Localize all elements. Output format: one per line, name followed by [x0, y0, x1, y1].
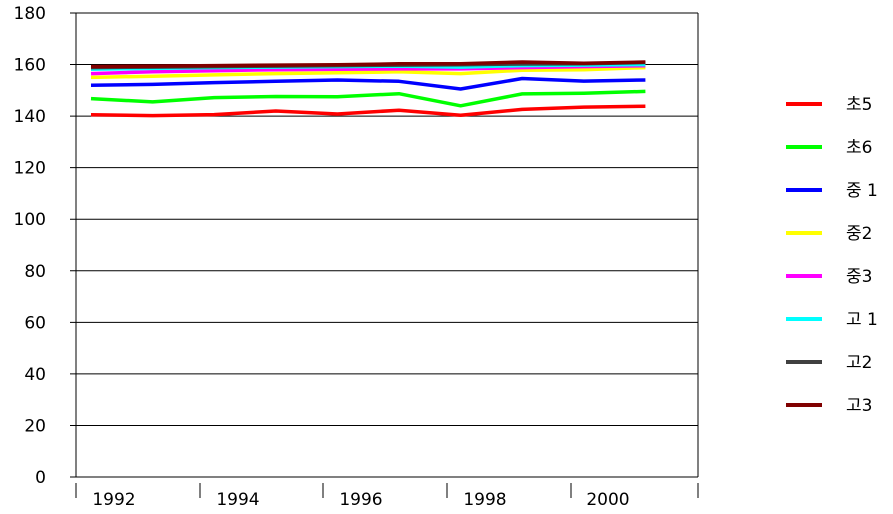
- legend-label: 중2: [846, 224, 872, 244]
- y-tick-label: 40: [24, 365, 46, 385]
- legend-label: 고3: [846, 396, 872, 416]
- y-tick-label: 80: [24, 262, 46, 282]
- x-tick-label: 1992: [92, 490, 135, 510]
- legend-label: 중 1: [846, 181, 878, 201]
- series-line: [90, 64, 646, 76]
- y-tick-label: 60: [24, 313, 46, 333]
- y-tick-label: 0: [35, 468, 46, 488]
- x-tick-label: 1998: [463, 490, 506, 510]
- legend-label: 고 1: [846, 310, 878, 330]
- y-tick-label: 180: [14, 4, 46, 24]
- series-layer: [90, 60, 646, 118]
- axis-layer: 0 20 40 60 80 100 120 140 160 180 1992 1994 1996 1998…: [14, 4, 699, 510]
- series-line: [90, 89, 646, 108]
- series-line: [90, 104, 646, 118]
- y-tick-label: 100: [14, 210, 46, 230]
- x-tick-label: 1996: [339, 490, 382, 510]
- legend-label: 중3: [846, 267, 872, 287]
- y-tick-label: 120: [14, 159, 46, 179]
- series-line: [90, 60, 646, 69]
- x-tick-label: 2000: [586, 490, 629, 510]
- legend-label: 초5: [846, 95, 872, 115]
- legend-label: 고2: [846, 353, 872, 373]
- series-line: [90, 65, 646, 80]
- y-tick-label: 140: [14, 107, 46, 127]
- x-tick-label: 1994: [216, 490, 259, 510]
- y-tick-label: 20: [24, 416, 46, 436]
- y-tick-label: 160: [14, 56, 46, 76]
- series-line: [90, 76, 646, 91]
- legend-label: 초6: [846, 138, 872, 158]
- legend: 초5 초6 중 1 중2 중3 고 1 고2 고3: [786, 95, 878, 416]
